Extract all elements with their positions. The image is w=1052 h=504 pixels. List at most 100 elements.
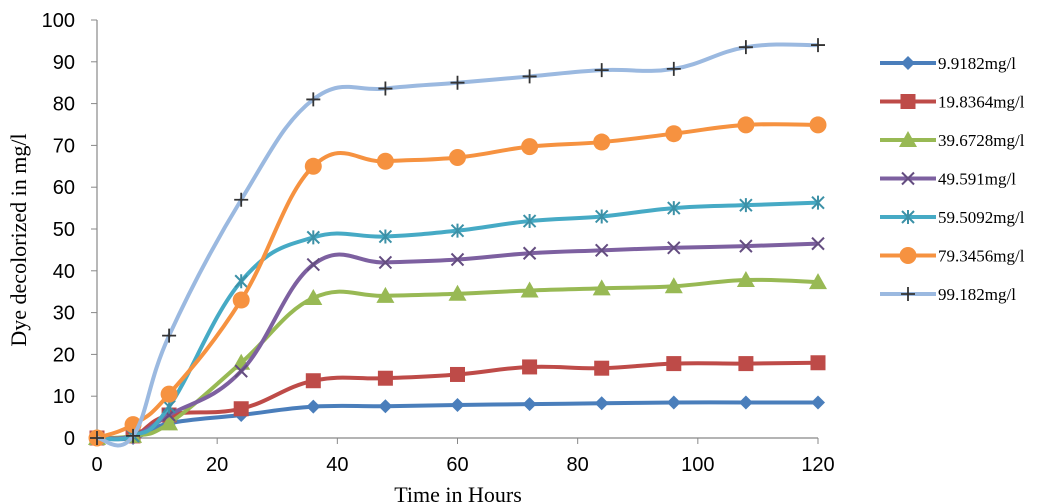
legend-marker [900,94,916,109]
axes: 0 10 20 30 40 50 60 70 80 90 100 0 20 40 60 80 100 120 [42,10,835,476]
series-6 [90,38,825,448]
legend-item: 79.3456mg/l [880,247,1025,266]
data-point [378,229,393,244]
data-point [522,397,537,412]
data-point [234,364,248,378]
data-point [667,201,681,216]
legend-item: 59.5092mg/l [880,208,1025,227]
data-point [594,396,609,411]
data-point [736,270,755,287]
data-point [739,198,753,213]
data-point [160,414,179,431]
legend-label: 19.8364mg/l [938,93,1025,112]
data-point [594,209,609,224]
data-point [377,370,393,386]
data-point [378,81,393,96]
legend-label: 59.5092mg/l [938,208,1025,227]
y-tick-label: 80 [53,94,75,116]
data-point [811,38,825,53]
data-point [522,246,537,260]
data-point [592,279,611,296]
y-tick-label: 50 [53,219,75,241]
data-point [234,274,248,289]
data-point [666,395,681,410]
series-5 [88,116,827,447]
data-point [664,277,683,294]
y-tick-label: 90 [53,52,75,74]
x-tick-label: 80 [567,454,589,476]
data-point [738,40,753,55]
data-point [126,428,141,443]
series-layer [88,38,827,448]
x-tick-label: 60 [446,454,468,476]
y-axis-title: Dye decolorized in mg/l [6,133,31,346]
data-point [306,399,321,414]
data-point [738,395,753,410]
legend-label: 79.3456mg/l [938,247,1025,266]
y-tick-label: 60 [53,177,75,199]
data-point [521,138,539,156]
data-point [593,133,611,151]
data-point [809,273,827,290]
x-tick-label: 20 [206,454,228,476]
legend-marker [901,56,915,70]
x-tick-label: 40 [326,454,348,476]
data-point [304,288,323,305]
data-point [378,255,393,270]
data-point [306,230,321,245]
data-point [449,149,466,167]
data-point [522,214,537,229]
y-tick-label: 20 [53,344,75,366]
x-tick-label: 120 [801,454,834,476]
data-point [306,257,321,272]
legend-item: 9.9182mg/l [880,54,1016,73]
data-point [232,291,250,309]
data-point [739,239,753,253]
data-point [304,157,322,175]
data-point [666,61,681,76]
y-tick-label: 30 [53,303,75,325]
data-point [90,431,104,445]
y-tick-label: 40 [53,261,75,283]
legend-label: 39.6728mg/l [938,131,1025,150]
data-point [448,284,467,301]
data-point [305,373,321,389]
data-point [810,355,826,371]
data-point [450,223,465,238]
data-point [737,116,755,134]
data-point [234,192,249,207]
legend-item: 19.8364mg/l [880,93,1025,112]
legend-marker [901,171,915,186]
legend-label: 9.9182mg/l [938,54,1016,73]
data-point [450,75,465,90]
legend-item: 99.182mg/l [880,285,1016,304]
y-tick-label: 10 [53,386,75,408]
legend-marker [901,287,915,301]
data-point [811,236,825,251]
x-tick-label: 100 [681,454,714,476]
data-point [811,195,825,210]
legend-marker [899,247,917,264]
x-tick-label: 0 [91,454,102,476]
legend: 9.9182mg/l 19.8364mg/l 39.6728mg/l 49.591mg… [880,54,1025,304]
data-point [378,399,393,414]
data-point [522,69,537,84]
y-tick-label: 0 [64,428,75,450]
legend-label: 99.182mg/l [938,285,1016,304]
legend-marker [899,131,917,147]
data-point [450,397,465,412]
legend-marker [901,210,915,224]
data-point [160,385,178,403]
data-point [809,116,827,134]
legend-item: 39.6728mg/l [880,131,1025,150]
data-point [520,281,539,298]
data-point [665,125,683,143]
data-point [594,243,609,258]
series-3 [90,236,825,445]
data-point [162,328,177,343]
data-point [594,63,609,78]
x-axis-title: Time in Hours [394,482,522,504]
data-point [811,395,825,410]
data-point [667,241,681,255]
